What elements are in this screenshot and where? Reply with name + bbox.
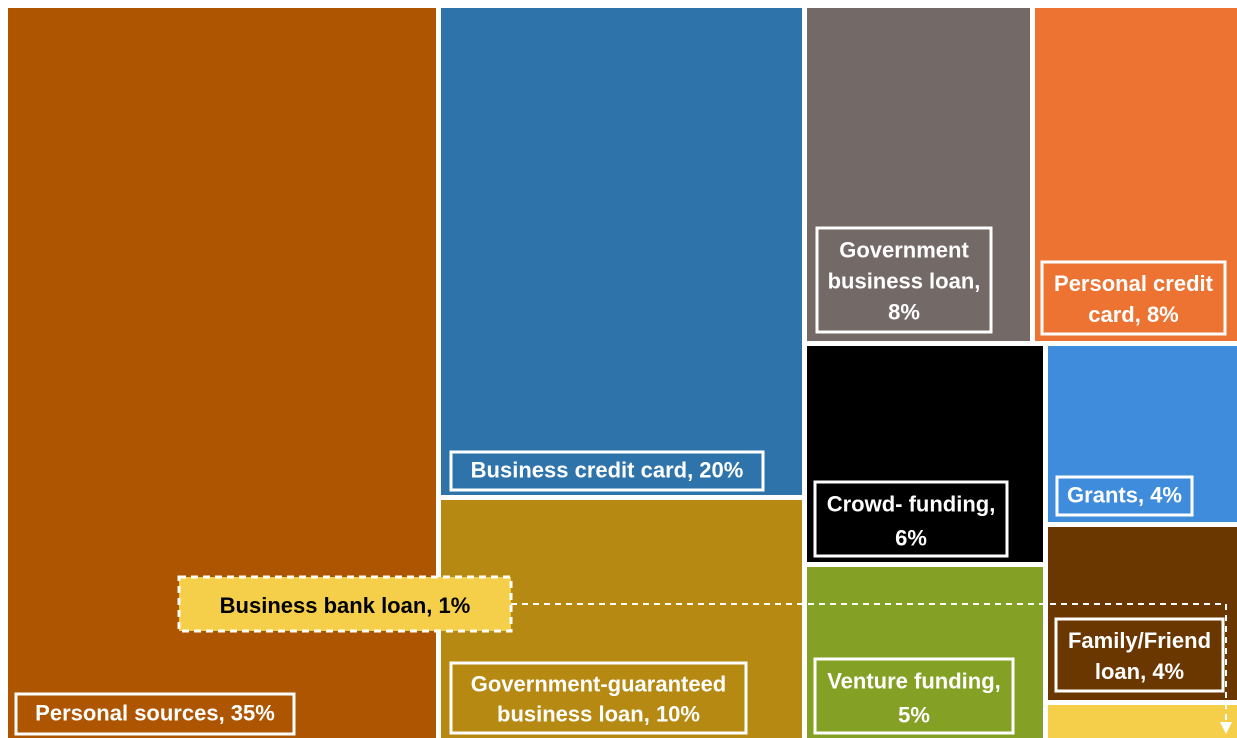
tile-label-venture-funding: Venture funding, 5% bbox=[827, 669, 1001, 728]
tile-label-line: Business credit card, 20% bbox=[471, 458, 744, 483]
tile-label-line: Grants, 4% bbox=[1067, 483, 1182, 508]
treemap-tiles bbox=[8, 8, 1237, 738]
label-frame-venture-funding bbox=[813, 657, 1015, 735]
tile-label-government-business-loan: Government business loan, 8% bbox=[828, 238, 981, 325]
label-frame-business-credit-card bbox=[449, 450, 765, 492]
tile-label-line: loan, 4% bbox=[1095, 659, 1184, 684]
label-frame-government-business-loan bbox=[815, 226, 993, 334]
callout-label-business-bank-loan: Business bank loan, 1% bbox=[220, 593, 471, 618]
tile-label-line: Family/Friend bbox=[1068, 628, 1211, 653]
tile-label-line: 6% bbox=[895, 526, 927, 551]
label-frame-grants bbox=[1055, 475, 1194, 517]
tile-crowd-funding bbox=[807, 346, 1043, 562]
treemap-labels: Personal sources, 35% Business credit car… bbox=[14, 226, 1227, 736]
tile-business-credit-card bbox=[441, 8, 802, 495]
tile-label-grants: Grants, 4% bbox=[1067, 483, 1182, 508]
tile-government-business-loan bbox=[807, 8, 1030, 341]
label-frame-personal-credit-card bbox=[1040, 260, 1227, 336]
tile-label-line: Venture funding, bbox=[827, 669, 1001, 694]
callout-group: Business bank loan, 1% bbox=[177, 575, 1232, 734]
tile-label-line: Government bbox=[839, 238, 969, 263]
tile-label-line: 8% bbox=[888, 300, 920, 325]
tile-personal-credit-card bbox=[1035, 8, 1237, 341]
label-frame-government-guaranteed-business-loan bbox=[449, 661, 748, 735]
label-frame-personal-sources bbox=[14, 692, 296, 736]
tile-business-bank-loan bbox=[1048, 705, 1237, 738]
label-frame-crowd-funding bbox=[813, 480, 1009, 558]
tile-label-line: business loan, 10% bbox=[497, 701, 700, 726]
tile-venture-funding bbox=[807, 567, 1043, 738]
tile-label-family-friend-loan: Family/Friend loan, 4% bbox=[1068, 628, 1211, 684]
tile-label-line: Crowd- funding, bbox=[827, 492, 996, 517]
tile-label-line: Personal sources, 35% bbox=[35, 701, 275, 726]
label-frame-family-friend-loan bbox=[1054, 617, 1225, 693]
tile-label-line: business loan, bbox=[828, 269, 981, 294]
tile-label-business-credit-card: Business credit card, 20% bbox=[471, 458, 744, 483]
tile-label-line: card, 8% bbox=[1088, 302, 1179, 327]
tile-family-friend-loan bbox=[1048, 527, 1237, 700]
tile-label-line: Government-guaranteed bbox=[471, 671, 727, 696]
tile-label-line: 5% bbox=[898, 703, 930, 728]
tile-label-line: Personal credit bbox=[1054, 271, 1214, 296]
tile-label-personal-sources: Personal sources, 35% bbox=[35, 701, 275, 726]
tile-label-personal-credit-card: Personal credit card, 8% bbox=[1054, 271, 1214, 327]
callout-box bbox=[177, 575, 513, 633]
callout-leader-line bbox=[511, 603, 1227, 726]
tile-grants bbox=[1048, 346, 1237, 522]
tile-label-government-guaranteed-business-loan: Government-guaranteed business loan, 10% bbox=[471, 671, 727, 726]
tile-label-crowd-funding: Crowd- funding, 6% bbox=[827, 492, 996, 551]
callout-arrow-icon bbox=[1220, 722, 1232, 734]
